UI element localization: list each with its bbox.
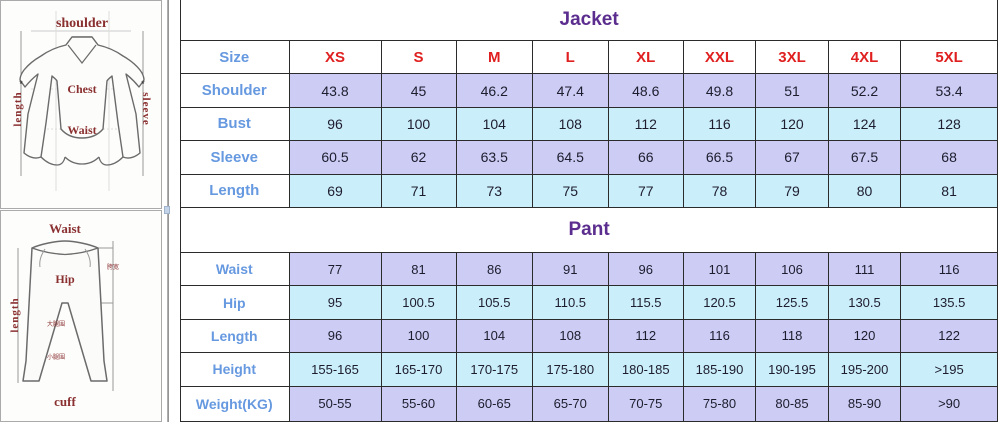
svg-text:*: * bbox=[141, 79, 145, 89]
svg-text:Waist: Waist bbox=[67, 123, 96, 137]
svg-text:小腿围: 小腿围 bbox=[47, 353, 65, 361]
svg-text:Hip: Hip bbox=[55, 272, 75, 286]
svg-text:Chest: Chest bbox=[67, 82, 96, 96]
svg-text:胯宽: 胯宽 bbox=[107, 263, 119, 271]
svg-text:cuff: cuff bbox=[54, 394, 76, 409]
svg-text:sleeve: sleeve bbox=[140, 92, 152, 125]
svg-text:length: length bbox=[12, 91, 24, 126]
svg-text:*: * bbox=[19, 79, 23, 89]
svg-text:length: length bbox=[9, 297, 21, 332]
svg-text:Waist: Waist bbox=[49, 221, 81, 236]
svg-text:大腿围: 大腿围 bbox=[47, 320, 65, 328]
svg-text:shoulder: shoulder bbox=[56, 16, 108, 31]
